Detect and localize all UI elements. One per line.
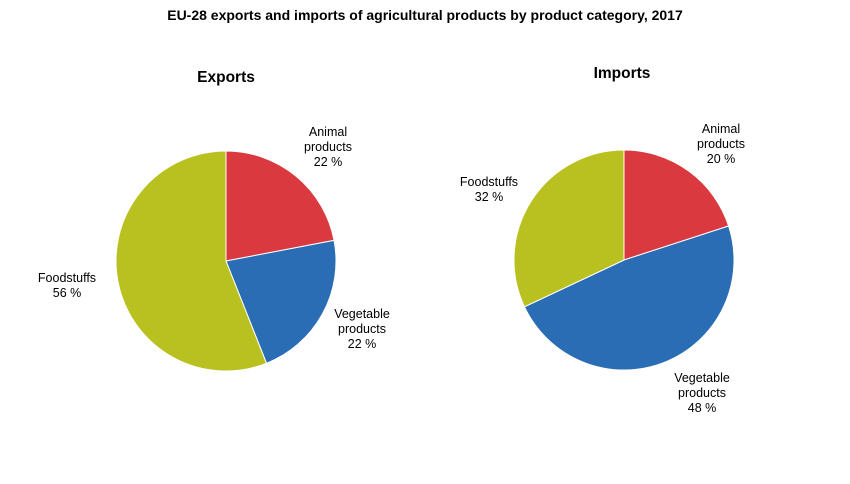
slice-label-imports-animal-products: Animal products 20 % (697, 122, 745, 166)
pie-slice-imports-animal-products (623, 149, 730, 261)
slice-label-imports-foodstuffs: Foodstuffs 32 % (460, 175, 518, 204)
chart-title-exports: Exports (197, 69, 255, 86)
pie-chart-imports: Imports Animal products 20 % Vegetable produ… (460, 65, 745, 415)
slice-label-exports-vegetable-products: Vegetable products 22 % (334, 307, 390, 351)
pie-slice-imports-vegetable-products (523, 225, 735, 371)
chart-title-imports: Imports (594, 65, 651, 82)
pie-slice-exports-vegetable-products (225, 239, 337, 364)
slice-label-exports-foodstuffs: Foodstuffs 56 % (38, 271, 96, 300)
slice-label-exports-animal-products: Animal products 22 % (304, 125, 352, 169)
pie-slice-exports-animal-products (225, 150, 335, 262)
pie-chart-exports: Exports Animal products 22 % Vegetable produ… (38, 69, 390, 372)
pie-slice-exports-foodstuffs (115, 150, 268, 372)
slice-label-imports-vegetable-products: Vegetable products 48 % (674, 371, 730, 415)
main-title: EU-28 exports and imports of agricultura… (167, 7, 683, 23)
pie-slice-imports-foodstuffs (513, 149, 625, 308)
